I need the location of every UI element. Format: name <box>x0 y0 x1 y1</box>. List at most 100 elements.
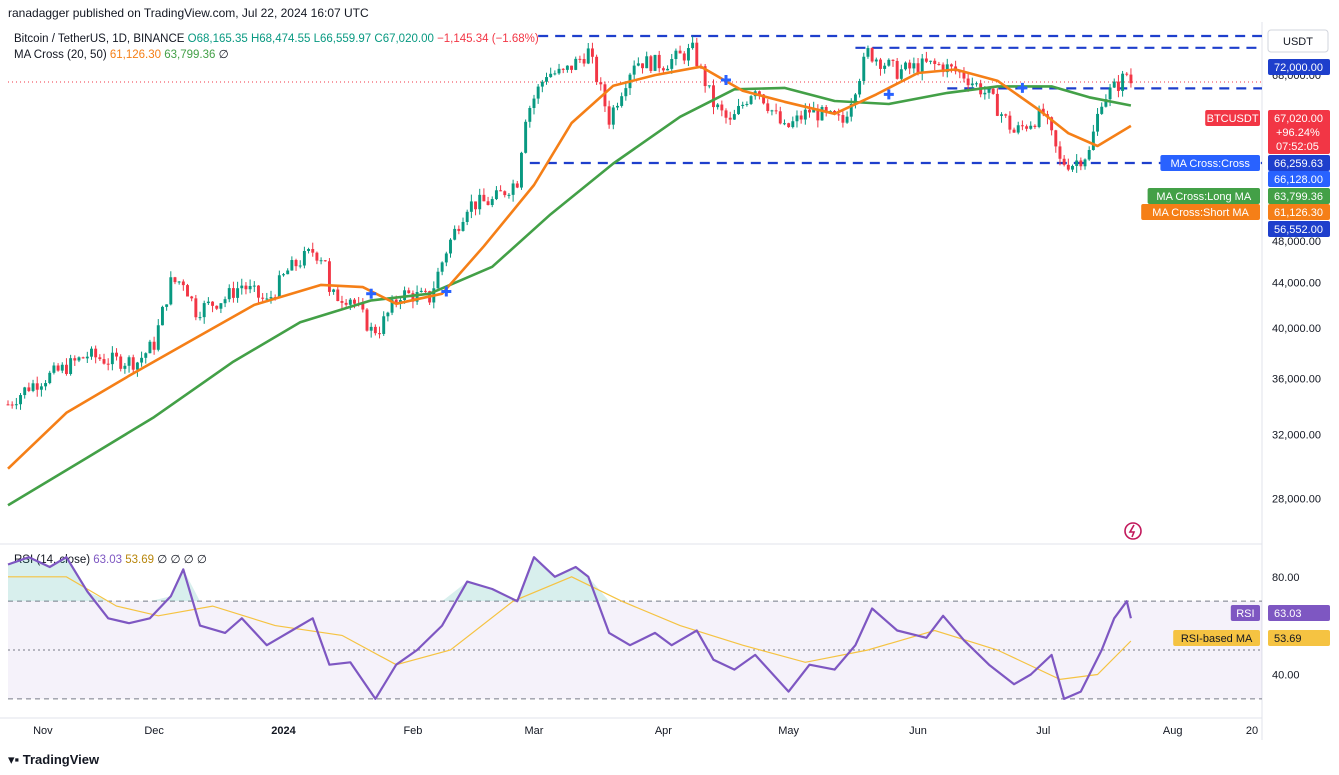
candle-body <box>27 387 31 391</box>
candle-body <box>987 88 991 93</box>
price-tick-label: 44,000.00 <box>1272 278 1321 290</box>
short-ma-line <box>7 65 1132 470</box>
candle-body <box>520 152 523 188</box>
candle-body <box>469 201 473 212</box>
candle-body <box>632 65 636 75</box>
candle-body <box>248 285 252 290</box>
series-name-tag <box>1147 188 1260 204</box>
long-ma-line <box>7 85 1132 507</box>
candle-body <box>202 303 206 318</box>
ohlc-close: C67,020.00 <box>374 33 434 45</box>
candle-body <box>757 91 761 95</box>
candle-body <box>853 94 857 104</box>
candle-body <box>407 290 411 294</box>
candle-body <box>565 65 569 70</box>
candle-body <box>703 66 707 87</box>
series-name-label: BTCUSDT <box>1207 113 1259 125</box>
candle-body <box>929 60 933 62</box>
candle-body <box>56 365 60 371</box>
candle-body <box>1121 73 1125 91</box>
candle-body <box>302 250 306 266</box>
rsi-extras: ∅ ∅ ∅ ∅ <box>157 554 207 566</box>
candle-body <box>244 285 248 290</box>
candle-body <box>1129 74 1133 84</box>
candle-body <box>148 341 152 354</box>
candle-body <box>348 299 352 305</box>
ma-long-value: 63,799.36 <box>164 49 216 61</box>
candle-body <box>181 281 185 286</box>
candle-body <box>991 88 995 94</box>
candle-body <box>98 357 102 360</box>
candle-body <box>411 293 415 302</box>
candle-body <box>236 288 240 298</box>
time-axis-label: Apr <box>655 725 672 737</box>
candle-body <box>891 59 895 61</box>
symbol-title[interactable]: Bitcoin / TetherUS, 1D, BINANCE <box>14 33 185 45</box>
candle-body <box>858 80 862 95</box>
candle-body <box>874 59 878 62</box>
ma-cross-line[interactable]: MA Cross (20, 50) 61,126.30 63,799.36 ∅ <box>14 47 539 63</box>
candle-body <box>1066 164 1070 170</box>
tradingview-footer[interactable]: ▾▪ TradingView <box>8 752 99 768</box>
candle-body <box>657 54 661 69</box>
candle-body <box>390 299 394 313</box>
candle-body <box>666 68 670 71</box>
candle-body <box>85 356 89 359</box>
countdown-label: +96.24% <box>1276 127 1320 139</box>
candle-body <box>344 302 348 305</box>
candle-body <box>294 260 298 267</box>
candle-body <box>52 365 56 373</box>
candle-body <box>177 281 181 283</box>
axis-price-box <box>1268 204 1330 220</box>
candle-body <box>545 77 548 82</box>
candle-body <box>983 92 987 95</box>
rsi-overbought-fill <box>8 557 1131 602</box>
candle-body <box>286 270 290 275</box>
candle-body <box>595 56 599 83</box>
candle-body <box>340 301 344 303</box>
candle-body <box>123 365 127 369</box>
ohlc-open: O68,165.35 <box>187 33 248 45</box>
candle-body <box>69 358 73 374</box>
candle-body <box>691 42 695 49</box>
candle-body <box>277 275 281 298</box>
candle-body <box>866 48 870 57</box>
candle-body <box>904 62 907 70</box>
candle-body <box>678 50 682 54</box>
candle-body <box>102 359 106 364</box>
candle-body <box>369 326 373 331</box>
candle-body <box>1083 159 1087 167</box>
candle-body <box>1116 81 1120 91</box>
candle-body <box>611 107 615 125</box>
candle-body <box>265 298 269 300</box>
candle-body <box>966 78 970 86</box>
symbol-line[interactable]: Bitcoin / TetherUS, 1D, BINANCE O68,165.… <box>14 31 539 47</box>
ma-cross-label[interactable]: MA Cross (20, 50) <box>14 49 107 61</box>
candle-body <box>762 94 766 104</box>
candle-body <box>574 58 578 70</box>
countdown-label: 07:52:05 <box>1276 141 1319 153</box>
rsi-value-label: 63.03 <box>1274 608 1302 620</box>
candle-body <box>194 298 198 318</box>
ma-cross-marker <box>1017 82 1028 93</box>
candle-body <box>215 305 219 309</box>
candle-body <box>1041 108 1045 115</box>
candle-body <box>837 114 841 116</box>
candle-body <box>156 325 160 350</box>
rsi-tick-label: 80.00 <box>1272 572 1300 584</box>
currency-label: USDT <box>1283 36 1313 48</box>
candle-body <box>920 58 924 74</box>
candle-body <box>582 59 586 64</box>
candle-body <box>511 183 515 195</box>
candle-body <box>970 83 974 86</box>
candle-body <box>419 290 423 293</box>
rsi-legend[interactable]: RSI (14, close) 63.03 53.69 ∅ ∅ ∅ ∅ <box>14 552 207 566</box>
candle-body <box>899 69 903 79</box>
candle-body <box>720 104 724 111</box>
candle-body <box>190 296 194 299</box>
candle-body <box>933 60 937 65</box>
candle-body <box>995 93 999 116</box>
candle-body <box>599 82 603 85</box>
candle-body <box>353 299 356 304</box>
